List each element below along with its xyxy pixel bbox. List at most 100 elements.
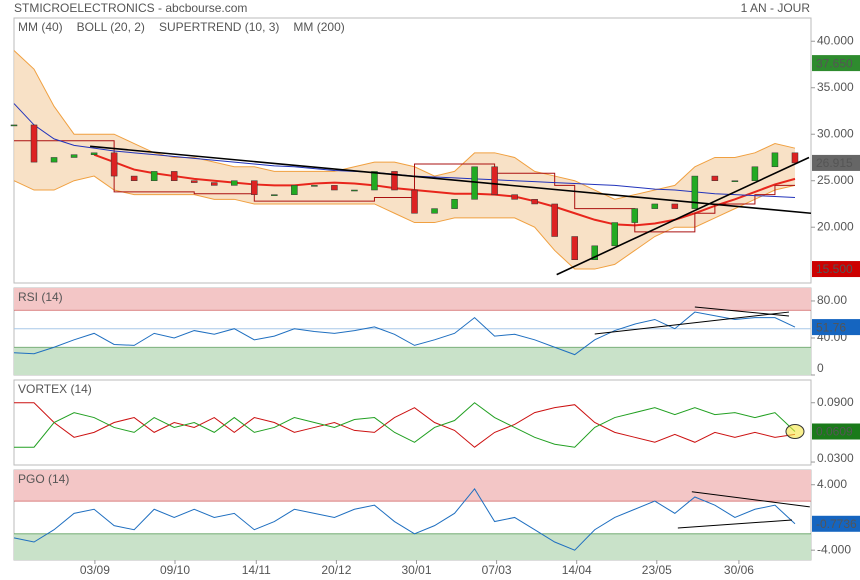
candle [371, 171, 378, 191]
candle [531, 199, 538, 205]
y-tick-label: 0.0300 [817, 451, 854, 465]
panel-title: VORTEX (14) [18, 382, 92, 396]
candle [90, 152, 98, 155]
panel [13, 379, 812, 466]
highlight-circle [785, 423, 805, 439]
trendline [694, 306, 790, 317]
x-tick-label: 03/09 [80, 563, 110, 577]
overbought-zone [14, 288, 811, 311]
y-tick-label: -4.000 [817, 542, 851, 556]
x-tick-label: 30/01 [401, 563, 431, 577]
candle [451, 199, 458, 209]
candle [651, 203, 659, 209]
value-badge-label: 26.915 [816, 156, 853, 170]
candle [631, 208, 639, 223]
trendline [90, 145, 812, 215]
candle [231, 180, 238, 186]
oversold-zone [14, 347, 811, 375]
candle [591, 245, 598, 261]
x-tick-label: 14/04 [562, 563, 592, 577]
trendline [677, 519, 793, 529]
candle [771, 152, 779, 168]
value-badge [812, 423, 860, 440]
candle [271, 194, 278, 196]
bollinger-upper [13, 50, 796, 200]
x-tick-label: 30/06 [724, 563, 754, 577]
candle [791, 152, 799, 164]
y-tick-label: 0 [817, 361, 824, 375]
y-tick-label: 0.0900 [817, 395, 854, 409]
candle [331, 185, 338, 191]
candle [471, 166, 478, 200]
value-badge [812, 515, 860, 532]
candle [150, 171, 158, 181]
value-badge [812, 55, 860, 72]
x-tick-label: 20/12 [321, 563, 351, 577]
y-tick-label: 4.000 [817, 477, 847, 491]
y-tick-label: 35.000 [817, 80, 854, 94]
legend-entry: MM (200) [293, 20, 344, 34]
value-badge-label: 15.500 [816, 262, 853, 276]
candle [571, 236, 578, 261]
period: 1 AN - JOUR [741, 1, 811, 15]
candle [391, 171, 398, 191]
x-tick-label: 09/10 [160, 563, 190, 577]
bollinger-fill [14, 50, 795, 270]
y-tick-label: 40.000 [817, 33, 854, 47]
legend-entry: SUPERTREND (10, 3) [159, 20, 279, 34]
value-badge-label: 51.76 [816, 320, 846, 334]
legend-entry: MM (40) [18, 20, 63, 34]
y-tick-label: 25.000 [817, 173, 854, 187]
candle [411, 189, 418, 214]
y-tick-label: 80.00 [817, 293, 847, 307]
indicator-line [13, 311, 796, 356]
indicator-line [14, 140, 795, 233]
candle [70, 154, 78, 158]
candle [30, 124, 38, 163]
indicator-line [13, 487, 796, 551]
overbought-zone [14, 470, 811, 502]
candle [351, 189, 358, 192]
candle [431, 208, 438, 214]
candle [671, 203, 679, 209]
candle [711, 175, 719, 181]
value-badge [812, 261, 860, 278]
value-badge-label: -0.7736 [816, 517, 857, 531]
candle [311, 185, 318, 187]
candle [10, 124, 18, 127]
panel-title: RSI (14) [18, 290, 63, 304]
candle [110, 152, 118, 177]
candle [611, 222, 619, 247]
trendline [556, 156, 810, 276]
candle [50, 157, 58, 163]
candle [190, 180, 198, 183]
candle [551, 203, 558, 237]
panel-title: PGO (14) [18, 472, 69, 486]
candle [130, 175, 138, 181]
value-badge [812, 154, 860, 171]
trendline [691, 491, 810, 508]
candle [291, 185, 298, 195]
trendline [594, 311, 790, 335]
y-tick-label: 30.000 [817, 126, 854, 140]
oversold-zone [14, 533, 811, 560]
x-tick-label: 07/03 [482, 563, 512, 577]
candle [251, 180, 258, 195]
candle [691, 175, 699, 209]
candle [491, 166, 498, 195]
value-badge [812, 319, 860, 336]
x-tick-label: 23/05 [642, 563, 672, 577]
candle [170, 171, 178, 181]
indicator-line [14, 402, 796, 448]
value-badge-label: 37.650 [816, 56, 853, 70]
legend-entry: BOLL (20, 2) [77, 20, 145, 34]
candle [751, 166, 759, 181]
page-title: STMICROELECTRONICS - abcbourse.com [14, 1, 247, 15]
candle [731, 180, 739, 182]
x-tick-label: 14/11 [242, 563, 271, 577]
candle [511, 194, 518, 200]
value-badge-label: 0.0609 [816, 425, 853, 439]
y-tick-label: 20.000 [817, 219, 854, 233]
candle [211, 182, 218, 186]
